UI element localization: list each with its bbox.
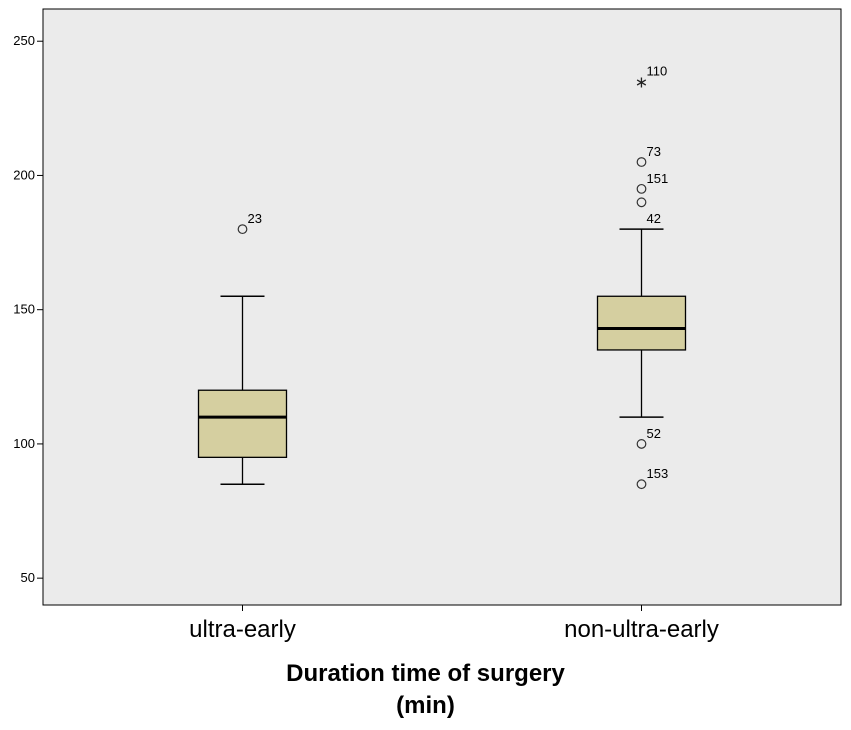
x-axis-title: Duration time of surgery (min) — [0, 658, 851, 722]
group-non-ultra-early-outlier-label-6: 153 — [647, 466, 669, 481]
x-tick-label-ultra-early: ultra-early — [189, 616, 296, 643]
group-non-ultra-early-outlier-label-1: 73 — [647, 144, 661, 159]
group-non-ultra-early-box — [596, 295, 687, 351]
group-non-ultra-early-outlier-6 — [636, 479, 647, 490]
y-tick-label-200: 200 — [13, 167, 35, 182]
y-tick-label-50: 50 — [21, 570, 35, 585]
group-non-ultra-early-extreme-0: ∗ — [635, 72, 648, 91]
x-axis-title-line-1: Duration time of surgery — [286, 660, 565, 687]
group-non-ultra-early-outlier-label-2: 151 — [647, 171, 669, 186]
boxes: 23 ∗110 73 151 42 52 153 — [197, 63, 687, 490]
group-non-ultra-early-outlier-5 — [636, 439, 647, 449]
y-tick-label-100: 100 — [13, 436, 35, 451]
group-non-ultra-early-outlier-label-0: 110 — [647, 63, 668, 78]
group-ultra-early-box — [197, 389, 288, 458]
x-tick-label-non-ultra-early: non-ultra-early — [564, 616, 719, 643]
y-axis: 50 100 150 200 250 ultra-early non-ultra-early — [13, 33, 719, 643]
group-non-ultra-early-outlier-label-4: 42 — [647, 211, 661, 226]
group-non-ultra-early-outlier-label-5: 52 — [647, 426, 661, 441]
group-ultra-early-outlier-label-0: 23 — [248, 211, 262, 226]
y-tick-label-250: 250 — [13, 33, 35, 48]
x-axis-title-line-2: (min) — [396, 692, 455, 719]
group-non-ultra-early-outlier-3 — [636, 197, 647, 208]
y-tick-label-150: 150 — [13, 302, 35, 317]
group-ultra-early-outlier-0 — [237, 224, 248, 235]
group-non-ultra-early-outlier-1 — [636, 157, 647, 167]
group-non-ultra-early-outlier-2 — [636, 183, 647, 194]
plot-area — [42, 8, 842, 606]
